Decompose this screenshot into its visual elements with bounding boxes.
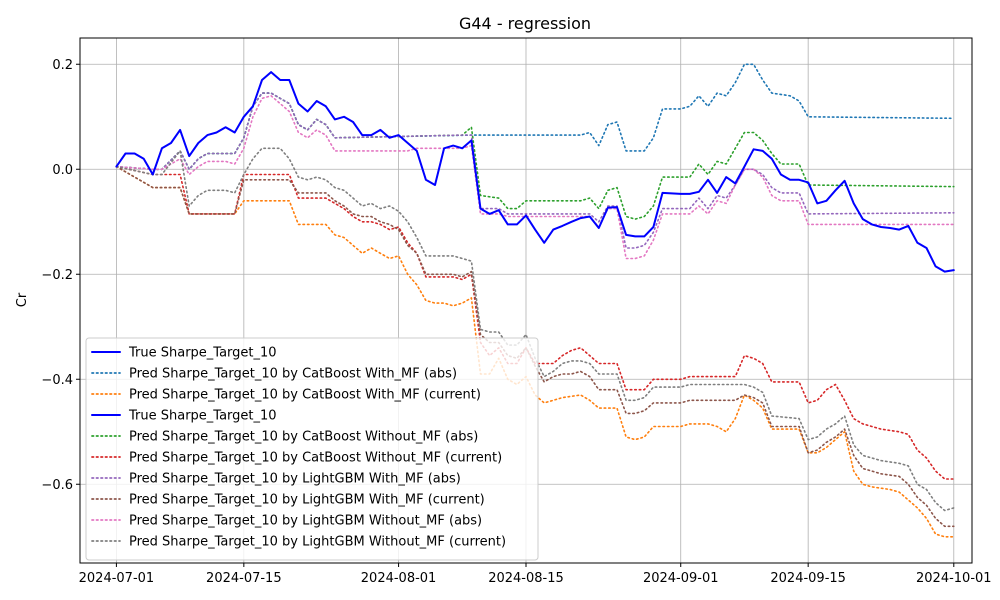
x-tick-label: 2024-09-15 <box>770 571 846 586</box>
legend-entry-label: Pred Sharpe_Target_10 by LightGBM With_M… <box>129 493 485 508</box>
x-tick-label: 2024-08-01 <box>361 571 437 586</box>
series-line-1 <box>115 63 955 171</box>
y-tick-label: 0.0 <box>52 163 73 178</box>
y-axis-ticks: −0.6 −0.4 −0.2 0.0 0.2 <box>41 58 80 493</box>
y-tick-label: −0.6 <box>41 478 73 493</box>
legend-entry-label: Pred Sharpe_Target_10 by CatBoost Withou… <box>129 430 478 445</box>
series-line-0 <box>115 71 955 273</box>
series-line-9 <box>115 147 955 512</box>
legend: True Sharpe_Target_10 Pred Sharpe_Target_… <box>85 337 539 561</box>
legend-entry-label: Pred Sharpe_Target_10 by CatBoost Withou… <box>129 451 502 466</box>
legend-entry-label: True Sharpe_Target_10 <box>128 409 277 424</box>
series-line-2 <box>115 165 955 538</box>
chart-title: G44 - regression <box>459 14 591 33</box>
y-axis-label: Cr <box>15 292 30 307</box>
legend-entry-label: Pred Sharpe_Target_10 by CatBoost With_M… <box>129 367 457 382</box>
series-lines <box>115 63 955 538</box>
legend-box <box>85 337 539 561</box>
x-tick-label: 2024-09-01 <box>643 571 719 586</box>
y-tick-label: 0.2 <box>52 58 73 73</box>
x-tick-label: 2024-07-15 <box>206 571 282 586</box>
series-line-5 <box>115 165 955 480</box>
x-tick-label: 2024-10-01 <box>916 571 992 586</box>
legend-entry-label: Pred Sharpe_Target_10 by LightGBM Withou… <box>129 514 482 529</box>
legend-entry-label: Pred Sharpe_Target_10 by LightGBM Withou… <box>129 535 506 550</box>
series-line-8 <box>115 95 955 260</box>
x-tick-label: 2024-07-01 <box>79 571 155 586</box>
x-axis-ticks: 2024-07-01 2024-07-15 2024-08-01 2024-08-15… <box>79 563 992 586</box>
y-tick-label: −0.4 <box>41 373 73 388</box>
series-line-7 <box>115 165 955 528</box>
x-tick-label: 2024-08-15 <box>488 571 564 586</box>
series-line-6 <box>115 92 955 249</box>
legend-entry-label: Pred Sharpe_Target_10 by CatBoost With_M… <box>129 388 481 403</box>
legend-entry-label: Pred Sharpe_Target_10 by LightGBM With_M… <box>129 472 461 487</box>
legend-entry-label: True Sharpe_Target_10 <box>128 346 277 361</box>
y-tick-label: −0.2 <box>41 268 73 283</box>
